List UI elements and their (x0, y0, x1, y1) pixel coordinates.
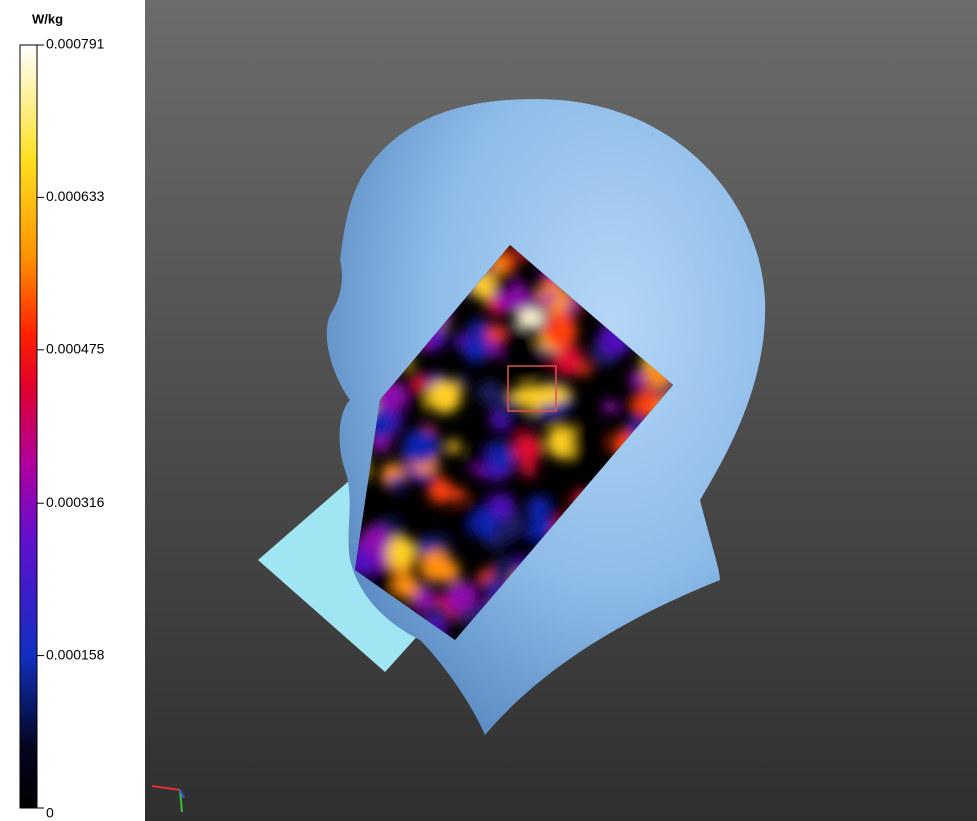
texture-blob (477, 380, 503, 406)
texture-blob (543, 291, 556, 305)
peak-box (507, 365, 557, 412)
texture-blob (428, 478, 454, 504)
texture-blob (419, 538, 434, 553)
texture-blob (526, 495, 551, 520)
texture-blob (360, 525, 390, 556)
colorbar-tick-label: 0.000158 (46, 646, 105, 662)
texture-blob (490, 493, 515, 518)
texture-blob (541, 312, 578, 349)
texture-blob (463, 336, 490, 363)
texture-blob (401, 385, 431, 414)
colorbar-tick-label: 0.000475 (46, 341, 105, 357)
hotspot (510, 385, 570, 405)
texture-blob (602, 399, 617, 414)
texture-blob (403, 428, 440, 465)
hotspot (516, 309, 544, 327)
texture-blob (386, 536, 417, 567)
texture-blob (419, 550, 451, 582)
colorbar-tick-label: 0.000633 (46, 188, 105, 204)
texture-blob (521, 462, 537, 478)
texture-blob (467, 447, 489, 469)
texture-blob (497, 329, 531, 363)
colorbar-tick-label: 0.000316 (46, 494, 105, 510)
texture-blob (551, 344, 583, 376)
texture-blob (446, 512, 472, 538)
texture-blob (493, 270, 517, 294)
texture-blob (445, 581, 476, 612)
colorbar-tick-label: 0 (46, 805, 54, 821)
texture-blob (394, 574, 419, 599)
texture-blob (546, 496, 564, 514)
texture-blob (486, 442, 515, 472)
texture-blob (427, 379, 462, 414)
texture-blob (412, 586, 436, 610)
colorbar-tick-label: 0.000791 (46, 36, 105, 52)
texture-blob (446, 439, 461, 454)
texture-blob (629, 370, 648, 389)
axis-triad (151, 785, 185, 813)
texture-blob (451, 488, 466, 503)
texture-blob (396, 497, 415, 516)
texture-blob (410, 373, 428, 391)
texture-blob (494, 394, 518, 418)
texture-blob (454, 374, 469, 389)
colorbar-unit: W/kg (32, 11, 63, 26)
texture-blob (570, 421, 606, 457)
texture-blob (492, 524, 512, 543)
texture-blob (512, 433, 544, 464)
texture-blob (389, 475, 404, 490)
colorbar (19, 44, 38, 809)
